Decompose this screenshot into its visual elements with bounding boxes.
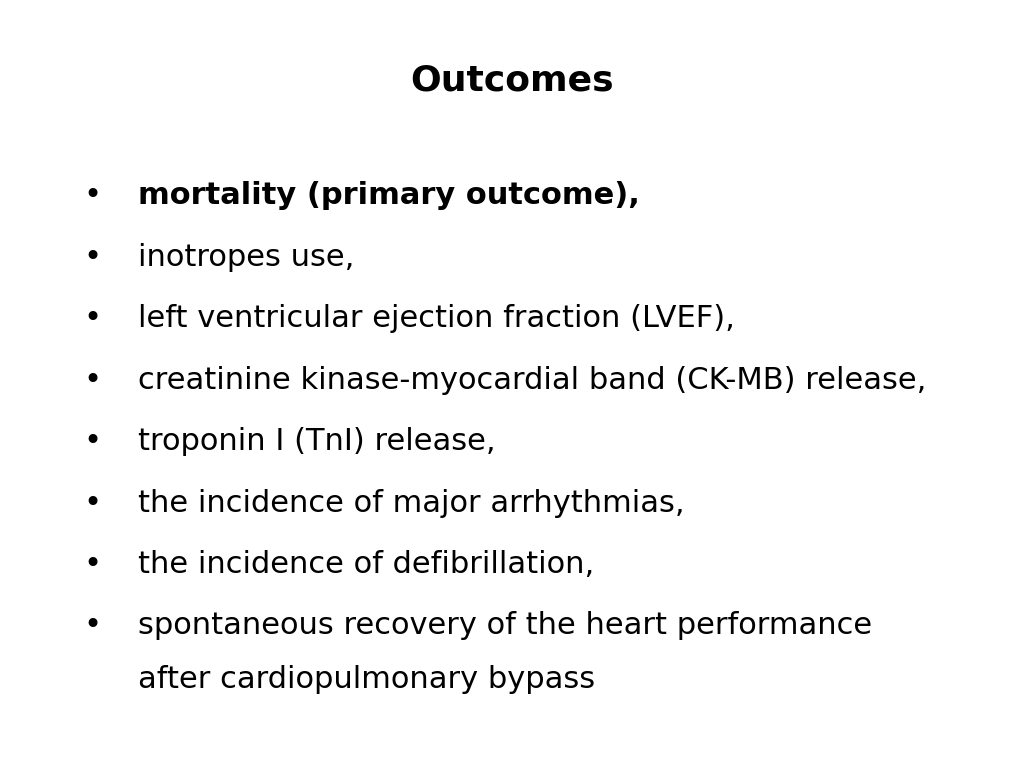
Text: •: • <box>83 488 101 518</box>
Text: •: • <box>83 366 101 395</box>
Text: the incidence of defibrillation,: the incidence of defibrillation, <box>138 550 595 579</box>
Text: after cardiopulmonary bypass: after cardiopulmonary bypass <box>138 665 595 694</box>
Text: •: • <box>83 611 101 641</box>
Text: •: • <box>83 304 101 333</box>
Text: the incidence of major arrhythmias,: the incidence of major arrhythmias, <box>138 488 685 518</box>
Text: •: • <box>83 243 101 272</box>
Text: spontaneous recovery of the heart performance: spontaneous recovery of the heart perfor… <box>138 611 872 641</box>
Text: •: • <box>83 181 101 210</box>
Text: mortality (primary outcome),: mortality (primary outcome), <box>138 181 640 210</box>
Text: creatinine kinase-myocardial band (CK-MB) release,: creatinine kinase-myocardial band (CK-MB… <box>138 366 927 395</box>
Text: inotropes use,: inotropes use, <box>138 243 354 272</box>
Text: Outcomes: Outcomes <box>411 64 613 98</box>
Text: troponin I (TnI) release,: troponin I (TnI) release, <box>138 427 496 456</box>
Text: •: • <box>83 550 101 579</box>
Text: •: • <box>83 427 101 456</box>
Text: left ventricular ejection fraction (LVEF),: left ventricular ejection fraction (LVEF… <box>138 304 735 333</box>
